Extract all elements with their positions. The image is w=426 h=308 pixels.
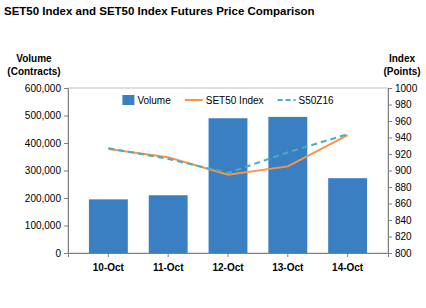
tick: 600,000 bbox=[25, 83, 68, 94]
tick-label: 11-Oct bbox=[153, 262, 184, 273]
tick-mark bbox=[64, 253, 68, 254]
legend-swatch bbox=[122, 95, 134, 105]
tick-mark bbox=[64, 116, 68, 117]
tick-mark bbox=[108, 253, 109, 257]
tick-label: 820 bbox=[395, 231, 412, 242]
legend-item: Volume bbox=[122, 95, 171, 106]
tick: 12-Oct bbox=[212, 253, 244, 273]
tick-label: 880 bbox=[395, 182, 412, 193]
tick: 11-Oct bbox=[153, 253, 184, 273]
tick-label: 980 bbox=[395, 99, 412, 110]
tick-label: 500,000 bbox=[25, 110, 62, 121]
tick-mark bbox=[64, 88, 68, 89]
tick-label: 300,000 bbox=[25, 165, 62, 176]
tick-mark bbox=[388, 220, 392, 221]
tick-label: 800 bbox=[395, 248, 412, 259]
tick-label: 1000 bbox=[395, 83, 418, 94]
tick-mark bbox=[228, 253, 229, 257]
tick: 900 bbox=[388, 165, 412, 176]
tick-label: 400,000 bbox=[25, 138, 62, 149]
plot-frame bbox=[68, 88, 388, 253]
tick: 400,000 bbox=[25, 138, 68, 149]
legend: Volume SET50 Index S50Z16 bbox=[122, 95, 334, 106]
x-axis: 10-Oct 11-Oct 12-Oct 13-Oct 14-Oct bbox=[69, 253, 389, 273]
tick-mark bbox=[64, 143, 68, 144]
tick: 10-Oct bbox=[93, 253, 125, 273]
y-axis-title: (Contracts) bbox=[7, 66, 60, 77]
tick: 13-Oct bbox=[272, 253, 304, 273]
line bbox=[108, 134, 347, 173]
axis-line bbox=[64, 89, 69, 254]
y2-axis-title: Index bbox=[389, 53, 416, 64]
tick-mark bbox=[388, 88, 392, 89]
legend-label: Volume bbox=[137, 95, 171, 106]
tick: 300,000 bbox=[25, 165, 68, 176]
y2-axis: 800 820 840 860 880 900 920 940 960 980 1000 bbox=[388, 83, 418, 259]
tick: 100,000 bbox=[25, 220, 68, 231]
tick: 940 bbox=[388, 132, 412, 143]
y-axis: 0 100,000 200,000 300,000 400,000 500,000 600,… bbox=[25, 83, 69, 259]
tick-mark bbox=[388, 237, 392, 238]
tick-label: 100,000 bbox=[25, 220, 62, 231]
axis-line bbox=[69, 254, 389, 258]
tick-mark bbox=[388, 154, 392, 155]
bar bbox=[328, 178, 367, 253]
tick-label: 860 bbox=[395, 198, 412, 209]
tick-label: 600,000 bbox=[25, 83, 62, 94]
tick-mark bbox=[287, 253, 288, 257]
line bbox=[108, 135, 347, 175]
tick-label: 10-Oct bbox=[93, 262, 125, 273]
tick: 820 bbox=[388, 231, 412, 242]
legend-label: S50Z16 bbox=[299, 95, 334, 106]
tick-label: 12-Oct bbox=[212, 262, 244, 273]
legend-item: SET50 Index bbox=[185, 95, 264, 106]
marks bbox=[89, 117, 367, 253]
tick-mark bbox=[64, 198, 68, 199]
tick-mark bbox=[347, 253, 348, 257]
tick-label: 840 bbox=[395, 215, 412, 226]
tick: 880 bbox=[388, 182, 412, 193]
bar bbox=[268, 117, 307, 253]
tick-mark bbox=[64, 226, 68, 227]
tick: 840 bbox=[388, 215, 412, 226]
tick: 200,000 bbox=[25, 193, 68, 204]
tick-label: 14-Oct bbox=[332, 262, 364, 273]
tick-mark bbox=[388, 105, 392, 106]
tick-mark bbox=[388, 171, 392, 172]
bar bbox=[209, 118, 248, 253]
title: SET50 Index and SET50 Index Futures Pric… bbox=[4, 5, 315, 17]
tick-label: 900 bbox=[395, 165, 412, 176]
legend-label: SET50 Index bbox=[206, 95, 264, 106]
tick-label: 920 bbox=[395, 149, 412, 160]
axis-line bbox=[389, 89, 393, 254]
tick-mark bbox=[388, 121, 392, 122]
tick: 800 bbox=[388, 248, 412, 259]
y2-axis-title: (Points) bbox=[383, 66, 420, 77]
bar bbox=[149, 195, 188, 253]
legend-swatch bbox=[278, 99, 296, 101]
tick: 14-Oct bbox=[332, 253, 364, 273]
tick: 920 bbox=[388, 149, 412, 160]
tick: 860 bbox=[388, 198, 412, 209]
tick-mark bbox=[388, 204, 392, 205]
tick: 980 bbox=[388, 99, 412, 110]
legend-item: S50Z16 bbox=[278, 95, 334, 106]
tick: 1000 bbox=[388, 83, 418, 94]
tick-label: 0 bbox=[55, 248, 61, 259]
bar bbox=[89, 199, 128, 253]
legend-swatch bbox=[185, 99, 203, 101]
tick: 500,000 bbox=[25, 110, 68, 121]
tick-mark bbox=[168, 253, 169, 257]
tick: 960 bbox=[388, 116, 412, 127]
tick-mark bbox=[388, 138, 392, 139]
tick-mark bbox=[388, 187, 392, 188]
tick-label: 960 bbox=[395, 116, 412, 127]
tick-label: 13-Oct bbox=[272, 262, 304, 273]
y-axis-title: Volume bbox=[16, 53, 52, 64]
tick-label: 200,000 bbox=[25, 193, 62, 204]
tick-mark bbox=[64, 171, 68, 172]
tick: 0 bbox=[55, 248, 68, 259]
chart: SET50 Index and SET50 Index Futures Pric… bbox=[0, 0, 426, 308]
tick-label: 940 bbox=[395, 132, 412, 143]
